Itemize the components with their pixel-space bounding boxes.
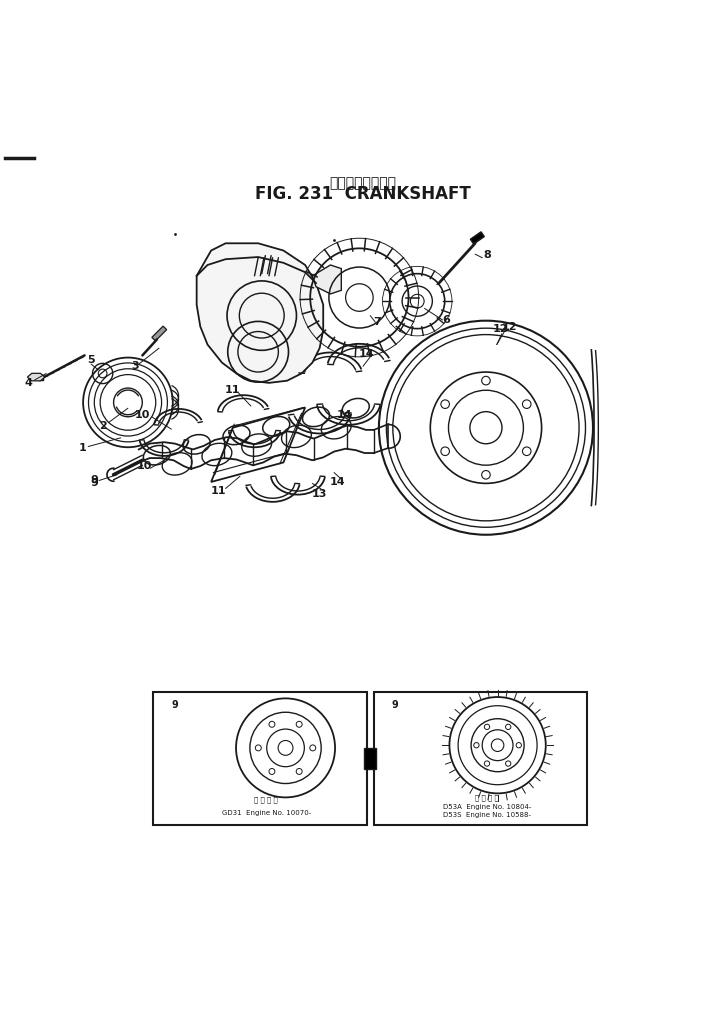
Text: 適 用 号 機: 適 用 号 機 (475, 794, 499, 801)
Polygon shape (197, 243, 323, 383)
Text: 5: 5 (86, 355, 94, 364)
Text: 1: 1 (78, 442, 86, 453)
Text: 14: 14 (359, 349, 375, 359)
Text: GD31  Engine No. 10070-: GD31 Engine No. 10070- (221, 810, 311, 816)
Text: 11: 11 (225, 385, 240, 395)
Bar (153, 691, 367, 825)
Text: 8: 8 (484, 250, 492, 259)
Bar (152, 326, 167, 341)
Text: D53S  Engine No. 10588-: D53S Engine No. 10588- (443, 812, 531, 818)
Text: 9: 9 (171, 700, 178, 710)
Bar (470, 232, 484, 244)
Text: 2: 2 (99, 421, 107, 430)
Text: 9: 9 (90, 477, 98, 488)
Text: 12: 12 (493, 324, 508, 334)
Text: 適 用 号 機: 適 用 号 機 (255, 796, 278, 803)
Text: 7: 7 (374, 317, 381, 327)
Bar (364, 748, 376, 770)
Text: 14: 14 (337, 410, 353, 420)
Text: 4: 4 (25, 378, 33, 388)
Bar (374, 691, 587, 825)
Polygon shape (312, 265, 341, 294)
Text: 10: 10 (135, 410, 150, 420)
Text: 11: 11 (211, 486, 226, 496)
Text: D53A  Engine No. 10804-: D53A Engine No. 10804- (443, 804, 531, 810)
Text: 6: 6 (442, 315, 450, 325)
Text: 13: 13 (312, 489, 327, 499)
Text: 10: 10 (137, 461, 152, 471)
Text: クランクシャフト: クランクシャフト (330, 176, 396, 190)
Text: 9: 9 (392, 700, 399, 710)
Text: 3: 3 (131, 361, 139, 371)
Text: 12: 12 (502, 322, 518, 332)
Text: 14: 14 (330, 477, 346, 487)
Text: FIG. 231  CRANKSHAFT: FIG. 231 CRANKSHAFT (255, 185, 471, 204)
Text: 9: 9 (90, 474, 98, 485)
Polygon shape (28, 374, 45, 381)
